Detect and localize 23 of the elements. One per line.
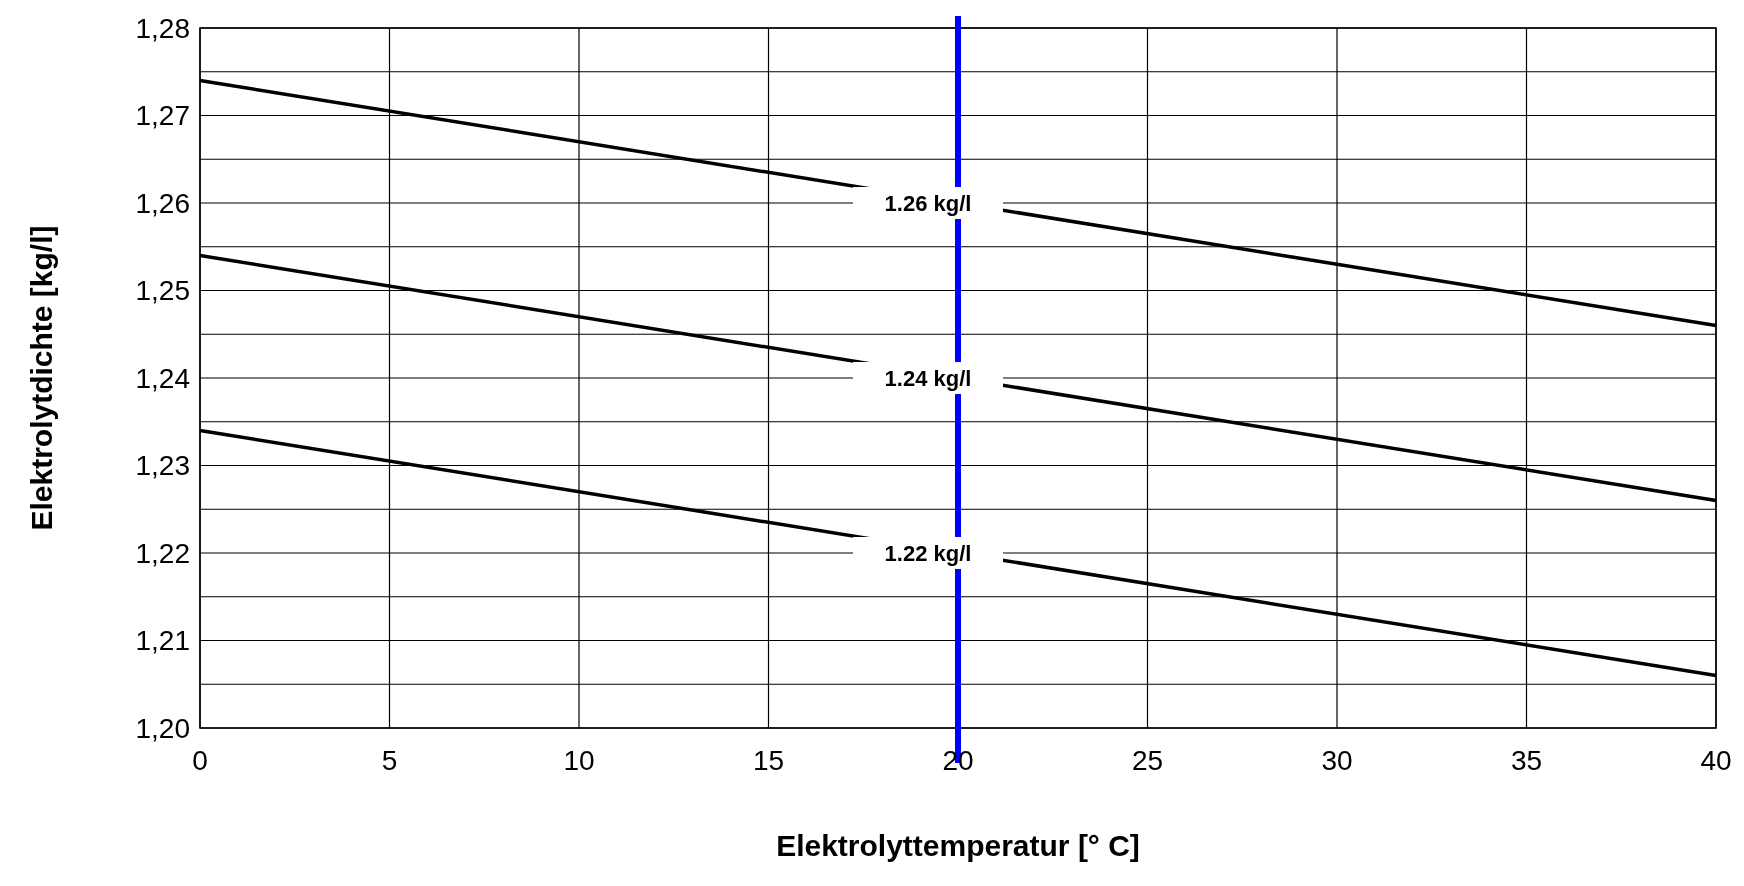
x-tick-label: 5 xyxy=(381,745,398,776)
y-tick-label: 1,26 xyxy=(135,187,190,219)
x-tick-label: 40 xyxy=(1700,745,1732,776)
x-tick-label: 25 xyxy=(1131,745,1164,776)
x-tick-label: 30 xyxy=(1321,745,1353,776)
x-tick-label: 10 xyxy=(563,745,595,776)
y-tick-label: 1,28 xyxy=(135,12,190,44)
x-tick-label: 0 xyxy=(192,745,208,776)
y-tick-label: 1,22 xyxy=(135,537,190,569)
y-tick-label: 1,21 xyxy=(135,625,190,657)
series-label: 1.26 kg/l xyxy=(884,190,972,216)
y-tick-label: 1,27 xyxy=(135,100,190,132)
y-tick-label: 1,24 xyxy=(135,362,190,394)
series-label: 1.22 kg/l xyxy=(884,540,972,566)
y-tick-label: 1,25 xyxy=(135,275,190,307)
x-tick-label: 20 xyxy=(942,745,974,776)
x-tick-label: 35 xyxy=(1510,745,1543,776)
y-tick-label: 1,20 xyxy=(135,712,190,744)
x-axis-title: Elektrolyttemperatur [° C] xyxy=(776,829,1140,862)
x-tick-label: 15 xyxy=(752,745,785,776)
y-axis-title: Elektrolytdichte [kg/l] xyxy=(25,225,58,531)
series-label: 1.24 kg/l xyxy=(884,365,972,391)
y-tick-label: 1,23 xyxy=(135,450,190,482)
